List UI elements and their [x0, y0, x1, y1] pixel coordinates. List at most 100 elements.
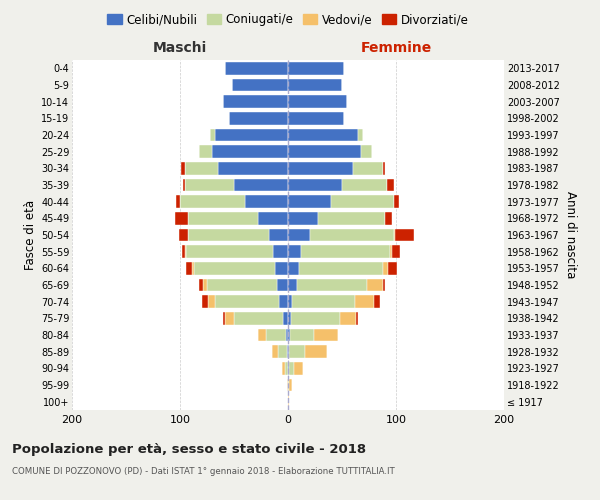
Bar	[288, 62, 344, 74]
Bar	[185, 179, 234, 192]
Bar	[182, 246, 185, 258]
Bar	[288, 212, 318, 224]
Bar	[234, 312, 283, 324]
Bar	[215, 129, 288, 141]
Bar	[272, 346, 278, 358]
Bar	[288, 196, 331, 208]
Bar	[207, 279, 277, 291]
Bar	[215, 296, 280, 308]
Bar	[188, 212, 258, 224]
Legend: Celibi/Nubili, Coniugati/e, Vedovi/e, Divorziati/e: Celibi/Nubili, Coniugati/e, Vedovi/e, Di…	[103, 8, 473, 31]
Bar	[289, 362, 295, 374]
Bar	[181, 162, 185, 174]
Bar	[288, 129, 358, 141]
Bar	[289, 379, 292, 391]
Text: Femmine: Femmine	[361, 41, 431, 55]
Bar	[266, 329, 286, 341]
Bar	[301, 246, 389, 258]
Bar	[176, 196, 180, 208]
Bar	[288, 229, 310, 241]
Y-axis label: Fasce di età: Fasce di età	[23, 200, 37, 270]
Bar	[287, 379, 288, 391]
Bar	[223, 96, 288, 108]
Bar	[288, 162, 353, 174]
Bar	[286, 329, 288, 341]
Bar	[288, 362, 289, 374]
Bar	[208, 296, 215, 308]
Bar	[273, 246, 288, 258]
Text: Maschi: Maschi	[153, 41, 207, 55]
Bar	[394, 229, 395, 241]
Bar	[192, 262, 194, 274]
Bar	[392, 246, 400, 258]
Bar	[288, 246, 301, 258]
Bar	[185, 162, 218, 174]
Bar	[383, 279, 385, 291]
Bar	[187, 262, 192, 274]
Bar	[280, 296, 288, 308]
Bar	[281, 362, 285, 374]
Bar	[234, 179, 288, 192]
Bar	[226, 62, 288, 74]
Bar	[288, 329, 290, 341]
Bar	[288, 262, 299, 274]
Bar	[358, 129, 362, 141]
Bar	[310, 229, 394, 241]
Bar	[199, 146, 212, 158]
Bar	[288, 179, 342, 192]
Bar	[288, 396, 289, 408]
Bar	[289, 346, 305, 358]
Bar	[232, 79, 288, 92]
Bar	[202, 296, 208, 308]
Bar	[288, 279, 296, 291]
Bar	[292, 296, 355, 308]
Bar	[342, 179, 388, 192]
Bar	[383, 162, 385, 174]
Bar	[226, 312, 234, 324]
Bar	[288, 96, 347, 108]
Bar	[355, 296, 374, 308]
Bar	[356, 312, 358, 324]
Bar	[367, 279, 383, 291]
Bar	[245, 196, 288, 208]
Bar	[385, 212, 392, 224]
Bar	[389, 246, 392, 258]
Text: Popolazione per età, sesso e stato civile - 2018: Popolazione per età, sesso e stato civil…	[12, 442, 366, 456]
Bar	[288, 146, 361, 158]
Bar	[288, 79, 342, 92]
Bar	[188, 229, 269, 241]
Bar	[395, 229, 415, 241]
Bar	[275, 262, 288, 274]
Bar	[314, 329, 338, 341]
Bar	[388, 262, 397, 274]
Bar	[305, 346, 327, 358]
Bar	[318, 212, 385, 224]
Bar	[288, 346, 289, 358]
Bar	[299, 262, 383, 274]
Bar	[203, 279, 207, 291]
Bar	[187, 246, 273, 258]
Bar	[278, 346, 287, 358]
Bar	[288, 312, 291, 324]
Bar	[185, 246, 187, 258]
Bar	[388, 179, 394, 192]
Bar	[340, 312, 356, 324]
Bar	[180, 196, 245, 208]
Bar	[383, 262, 388, 274]
Bar	[210, 129, 215, 141]
Bar	[288, 112, 344, 124]
Bar	[288, 296, 292, 308]
Bar	[175, 212, 188, 224]
Bar	[212, 146, 288, 158]
Bar	[179, 229, 188, 241]
Bar	[290, 329, 314, 341]
Bar	[269, 229, 288, 241]
Bar	[296, 279, 367, 291]
Bar	[199, 279, 203, 291]
Bar	[277, 279, 288, 291]
Bar	[288, 379, 289, 391]
Bar	[295, 362, 303, 374]
Bar	[331, 196, 394, 208]
Bar	[223, 312, 226, 324]
Y-axis label: Anni di nascita: Anni di nascita	[564, 192, 577, 278]
